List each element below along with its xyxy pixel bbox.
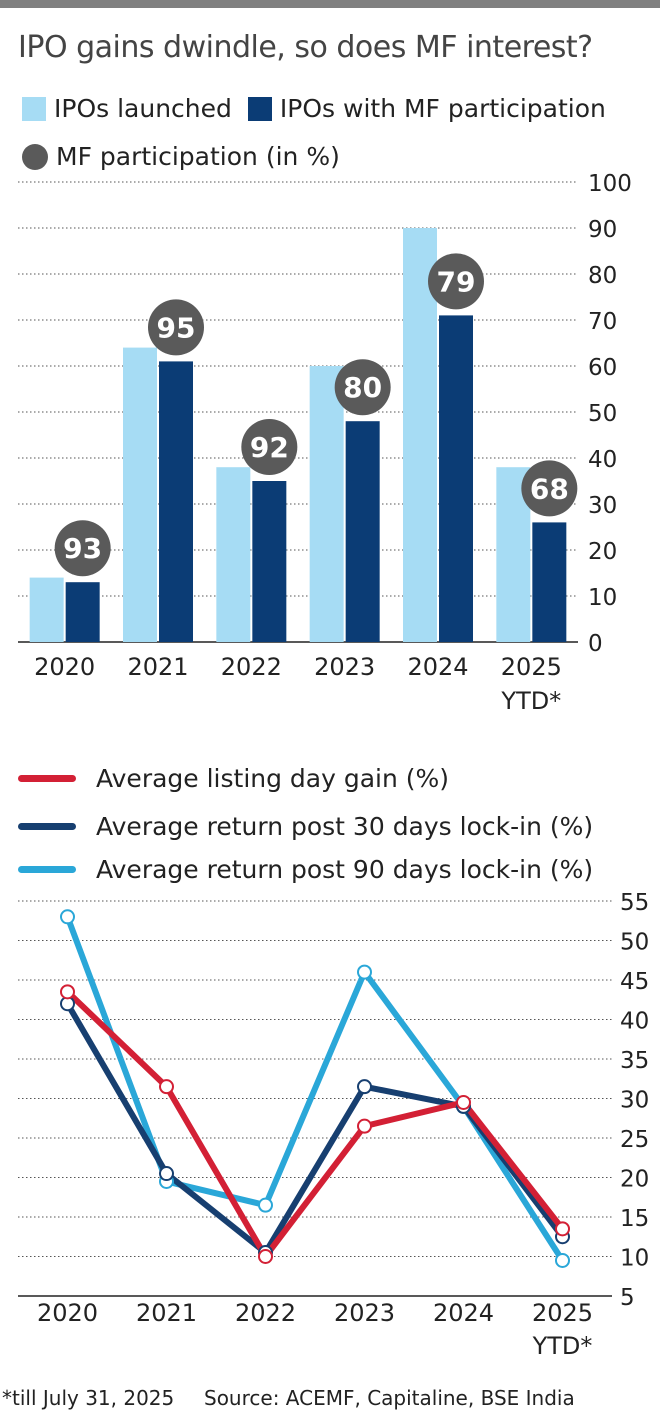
legend-line-lock30 bbox=[18, 823, 76, 830]
mf-pct-dot bbox=[521, 460, 578, 517]
x-tick-label: 2023 bbox=[334, 1299, 395, 1327]
line-lock90-point bbox=[258, 1197, 273, 1213]
bar-ipos-mf bbox=[65, 582, 100, 642]
bar-ipos-mf bbox=[345, 421, 380, 642]
line-listing-gain bbox=[64, 988, 566, 1260]
y-tick-label: 20 bbox=[620, 1167, 649, 1193]
line-legend-lock90: Average return post 90 days lock-in (%) bbox=[18, 855, 593, 884]
y-tick-label: 30 bbox=[588, 493, 617, 519]
bar-ipos-mf bbox=[439, 315, 473, 642]
y-tick-label: 55 bbox=[620, 890, 649, 916]
line-listing-gain-point bbox=[555, 1221, 570, 1237]
legend-line-lock90 bbox=[18, 866, 76, 873]
x-tick-label: 2025 bbox=[532, 1299, 593, 1327]
x-tick-label: 2022 bbox=[235, 1299, 296, 1327]
bar-ipos-mf bbox=[252, 481, 287, 642]
mf-pct-dot bbox=[54, 520, 111, 577]
line-listing-gain-point bbox=[357, 1118, 372, 1134]
source-note: Source: ACEMF, Capitaline, BSE India bbox=[204, 1386, 575, 1410]
y-tick-label: 25 bbox=[620, 1127, 649, 1153]
chart-title: IPO gains dwindle, so does MF interest? bbox=[18, 30, 593, 65]
pct-legend: MF participation (in %) bbox=[22, 142, 340, 171]
line-lock30 bbox=[64, 1000, 566, 1256]
mf-pct-label: 95 bbox=[157, 311, 196, 344]
bar-ipos-launched bbox=[123, 347, 157, 642]
footnote: *till July 31, 2025 bbox=[2, 1386, 175, 1410]
bar-ipos-launched bbox=[309, 366, 344, 642]
x-tick-label: 2020 bbox=[37, 1299, 98, 1327]
y-tick-label: 90 bbox=[588, 217, 617, 243]
line-listing-gain-point bbox=[60, 984, 75, 1000]
line-lock90-point bbox=[357, 964, 372, 980]
y-tick-label: 35 bbox=[620, 1048, 649, 1074]
mf-pct-dot bbox=[428, 253, 484, 310]
x-tick-label: 2020 bbox=[34, 653, 95, 681]
line-lock90 bbox=[64, 913, 566, 1264]
mf-pct-label: 80 bbox=[343, 371, 382, 404]
y-tick-label: 30 bbox=[620, 1088, 649, 1114]
line-lock90-point bbox=[60, 909, 75, 925]
mf-pct-label: 93 bbox=[63, 532, 102, 565]
y-tick-label: 50 bbox=[588, 401, 617, 427]
bar-ipos-launched bbox=[29, 577, 64, 642]
bar-legend: IPOs launched IPOs with MF participation bbox=[22, 94, 606, 123]
legend-label-launched: IPOs launched bbox=[54, 94, 232, 123]
y-tick-label: 60 bbox=[588, 355, 617, 381]
legend-label-lock90: Average return post 90 days lock-in (%) bbox=[96, 855, 594, 884]
bar-ipos-mf bbox=[532, 522, 567, 642]
bar-chart: 0 10 20 30 40 50 60 70 80 90 100 93 2020 95 2021 92 2022… bbox=[18, 171, 632, 715]
mf-pct-label: 92 bbox=[250, 431, 289, 464]
legend-dot-pct bbox=[22, 143, 48, 170]
x-tick-label: 2024 bbox=[433, 1299, 494, 1327]
y-tick-label: 20 bbox=[588, 539, 617, 565]
mf-pct-label: 79 bbox=[437, 265, 476, 298]
legend-line-listing bbox=[18, 775, 76, 782]
x-tick-label: 2024 bbox=[407, 653, 468, 681]
y-tick-label: 70 bbox=[588, 309, 617, 335]
legend-swatch-mf bbox=[247, 96, 272, 121]
x-tick-label: 2021 bbox=[127, 653, 188, 681]
line-legend-listing: Average listing day gain (%) bbox=[18, 764, 449, 793]
legend-label-mf: IPOs with MF participation bbox=[279, 94, 606, 123]
x-tick-sublabel: YTD* bbox=[500, 687, 561, 715]
line-listing-gain-point bbox=[258, 1249, 273, 1264]
bar-ipos-launched bbox=[403, 228, 437, 642]
x-tick-label: 2025 bbox=[501, 653, 562, 681]
line-lock90-point bbox=[555, 1252, 570, 1268]
line-lock30-point bbox=[159, 1166, 174, 1182]
y-tick-label: 100 bbox=[588, 171, 632, 197]
legend-swatch-launched bbox=[22, 96, 46, 121]
line-listing-gain-point bbox=[456, 1094, 471, 1110]
y-tick-label: 45 bbox=[620, 969, 649, 995]
y-tick-label: 40 bbox=[620, 1009, 649, 1035]
x-tick-label: 2023 bbox=[314, 653, 375, 681]
bar-ipos-launched bbox=[216, 467, 251, 642]
line-lock30-point bbox=[357, 1079, 372, 1095]
y-tick-label: 10 bbox=[620, 1246, 649, 1272]
legend-label-lock30: Average return post 30 days lock-in (%) bbox=[96, 812, 594, 841]
mf-pct-dot bbox=[148, 299, 204, 356]
y-tick-label: 10 bbox=[588, 585, 617, 611]
top-bar bbox=[0, 0, 660, 8]
x-tick-label: 2021 bbox=[136, 1299, 197, 1327]
mf-pct-label: 68 bbox=[530, 472, 569, 505]
legend-label-listing: Average listing day gain (%) bbox=[96, 764, 450, 793]
y-tick-label: 5 bbox=[620, 1285, 635, 1311]
x-tick-label: 2022 bbox=[221, 653, 282, 681]
y-tick-label: 40 bbox=[588, 447, 617, 473]
x-tick-sublabel: YTD* bbox=[532, 1332, 593, 1360]
y-tick-label: 15 bbox=[620, 1206, 649, 1232]
line-listing-gain-point bbox=[159, 1079, 174, 1095]
mf-pct-dot bbox=[241, 419, 298, 475]
bar-ipos-mf bbox=[159, 361, 193, 642]
y-tick-label: 50 bbox=[620, 930, 649, 956]
legend-label-pct: MF participation (in %) bbox=[56, 142, 340, 171]
y-tick-label: 80 bbox=[588, 263, 617, 289]
line-legend-lock30: Average return post 30 days lock-in (%) bbox=[18, 812, 593, 841]
mf-pct-dot bbox=[334, 359, 391, 416]
y-tick-label: 0 bbox=[588, 631, 603, 657]
